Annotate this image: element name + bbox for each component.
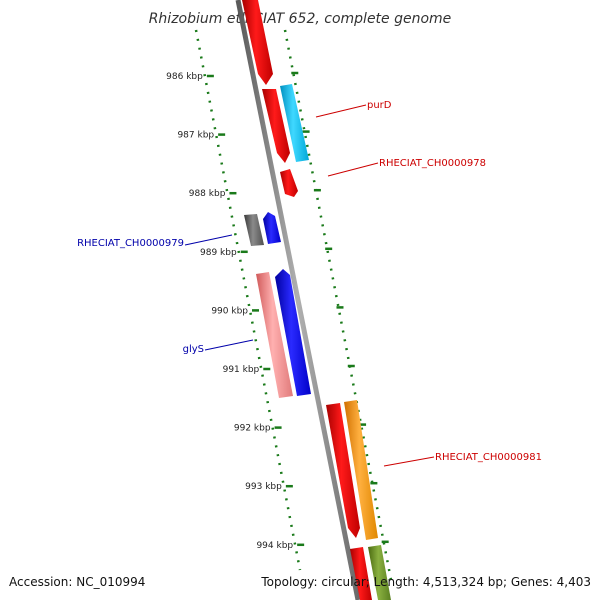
scale-tick-label: 992 kbp [234, 424, 271, 434]
gene-feature[interactable] [263, 212, 281, 244]
scale-tick-label: 991 kbp [223, 365, 260, 375]
ch981-label[interactable]: RHECIAT_CH0000981 [435, 452, 542, 463]
glyS-leader-line [204, 339, 254, 351]
scale-tick-label: 993 kbp [245, 482, 282, 492]
scale-tick-label: 994 kbp [256, 541, 293, 551]
gene-feature[interactable] [280, 84, 309, 162]
genome-summary-text: Topology: circular; Length: 4,513,324 bp… [260, 575, 591, 589]
ch979-leader-line [184, 234, 233, 246]
ch978-label[interactable]: RHECIAT_CH0000978 [379, 158, 486, 169]
scale-tick-label: 990 kbp [211, 306, 248, 316]
scale-tick-label: 986 kbp [166, 72, 203, 82]
ch979-label[interactable]: RHECIAT_CH0000979 [77, 238, 184, 249]
gene-feature[interactable] [262, 89, 290, 163]
purD-label[interactable]: purD [367, 100, 392, 111]
scale-tick-label: 987 kbp [177, 131, 214, 141]
ch981-leader-line [383, 456, 435, 467]
gene-feature[interactable] [280, 169, 298, 197]
map-title: Rhizobium etli CIAT 652, complete genome [149, 11, 452, 27]
gene-feature[interactable] [275, 269, 311, 396]
left-dotted-track [194, 29, 302, 571]
gene-feature[interactable] [256, 272, 293, 398]
accession-text: Accession: NC_010994 [9, 575, 145, 589]
gene-feature[interactable] [244, 214, 264, 246]
gene-feature[interactable] [326, 403, 360, 538]
gene-feature[interactable] [368, 545, 391, 600]
ch978-leader-line [327, 162, 379, 177]
purD-leader-line [315, 104, 367, 118]
scale-ticks: 986 kbp 987 kbp 988 kbp 989 kbp 990 kbp 991 k… [166, 71, 389, 551]
gene-feature[interactable] [350, 547, 372, 600]
scale-tick-label: 988 kbp [189, 189, 226, 199]
gene-feature[interactable] [242, 0, 273, 85]
scale-tick-label: 989 kbp [200, 248, 237, 258]
gene-feature[interactable] [344, 400, 378, 540]
genome-backbone [235, 0, 361, 600]
glyS-label[interactable]: glyS [183, 344, 204, 355]
